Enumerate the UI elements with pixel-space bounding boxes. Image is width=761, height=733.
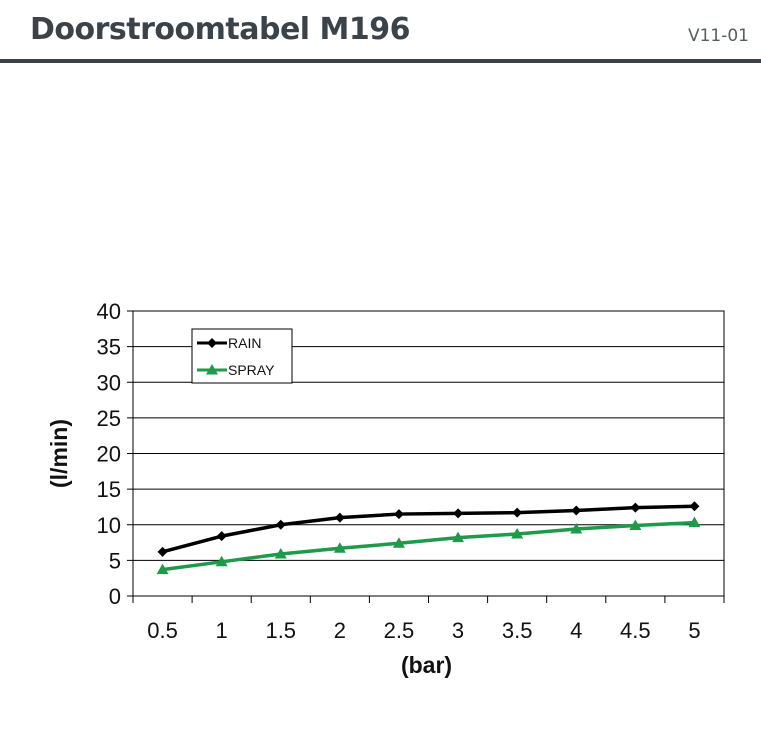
x-tick-label: 4.5 xyxy=(620,618,651,643)
series-line-spray xyxy=(162,520,695,572)
x-tick-label: 2.5 xyxy=(384,618,415,643)
x-tick-label: 2 xyxy=(334,618,346,643)
y-tick-label: 0 xyxy=(109,584,121,609)
legend-label: RAIN xyxy=(228,335,261,351)
x-tick-label: 3 xyxy=(452,618,464,643)
x-tick-label: 4 xyxy=(570,618,582,643)
y-tick-label: 30 xyxy=(97,370,121,395)
data-point-rain xyxy=(630,502,641,513)
data-point-spray xyxy=(156,563,169,575)
data-point-rain xyxy=(571,505,582,516)
y-tick-label: 5 xyxy=(109,548,121,573)
data-point-rain xyxy=(334,512,345,523)
y-tick-label: 35 xyxy=(97,335,121,360)
x-tick-label: 1.5 xyxy=(265,618,296,643)
page-title: Doorstroomtabel M196 xyxy=(30,12,411,47)
legend-marker-spray xyxy=(206,364,218,375)
legend-marker-rain xyxy=(207,338,217,348)
series-line-rain xyxy=(162,504,695,554)
x-tick-label: 5 xyxy=(688,618,700,643)
data-point-spray xyxy=(570,523,583,534)
page-header: Doorstroomtabel M196 V11-01 xyxy=(0,0,761,63)
data-point-spray xyxy=(629,519,642,530)
data-point-rain xyxy=(275,519,286,530)
x-tick-label: 1 xyxy=(216,618,228,643)
x-axis-title: (bar) xyxy=(401,652,452,678)
y-axis-title: (l/min) xyxy=(46,419,72,488)
data-point-spray xyxy=(511,528,524,539)
data-point-spray xyxy=(392,537,405,548)
x-tick-label: 0.5 xyxy=(147,618,178,643)
y-tick-label: 10 xyxy=(97,513,121,538)
legend-label: SPRAY xyxy=(228,362,275,378)
y-tick-label: 15 xyxy=(97,477,121,502)
data-point-spray xyxy=(215,555,228,567)
x-tick-label: 3.5 xyxy=(502,618,533,643)
y-tick-label: 40 xyxy=(97,299,121,324)
data-point-rain xyxy=(453,508,464,519)
y-tick-label: 20 xyxy=(97,442,121,467)
header-divider xyxy=(0,59,761,63)
data-point-rain xyxy=(216,531,227,542)
data-point-spray xyxy=(452,531,465,543)
data-point-spray xyxy=(688,516,701,528)
data-point-rain xyxy=(512,507,523,518)
data-point-rain xyxy=(157,546,168,557)
data-point-spray xyxy=(333,542,346,553)
data-point-spray xyxy=(274,547,287,559)
data-point-rain xyxy=(393,509,404,520)
version-label: V11-01 xyxy=(687,26,749,46)
data-point-rain xyxy=(689,501,700,512)
y-tick-label: 25 xyxy=(97,406,121,431)
